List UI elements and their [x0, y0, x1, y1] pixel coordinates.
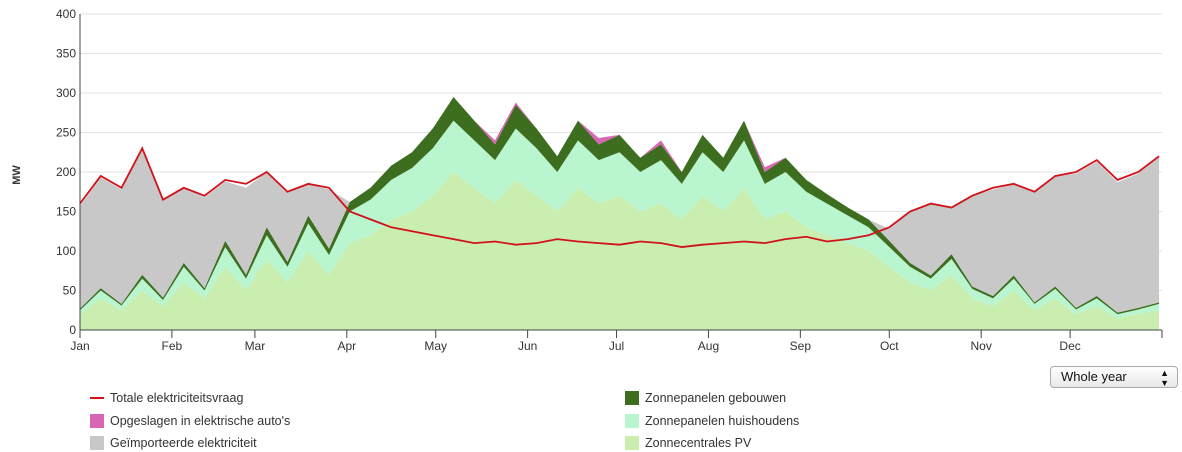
x-tick-label: Jun	[518, 339, 537, 353]
y-axis-label: MW	[11, 165, 23, 185]
x-tick-label: Feb	[162, 339, 183, 353]
x-tick-label: Mar	[245, 339, 266, 353]
y-tick-label: 0	[69, 323, 76, 337]
legend-swatch	[625, 414, 639, 428]
legend-swatch	[90, 436, 104, 450]
x-tick-label: Oct	[880, 339, 899, 353]
legend-swatch	[625, 436, 639, 450]
x-tick-label: Dec	[1059, 339, 1080, 353]
y-tick-label: 100	[56, 244, 76, 258]
x-tick-label: Sep	[790, 339, 812, 353]
x-tick-label: Aug	[698, 339, 719, 353]
y-tick-label: 150	[56, 205, 76, 219]
legend-label: Geïmporteerde elektriciteit	[110, 436, 257, 450]
x-tick-label: Nov	[971, 339, 992, 353]
legend-label: Zonnepanelen gebouwen	[645, 391, 786, 405]
x-tick-label: Jan	[70, 339, 89, 353]
area	[80, 172, 1160, 330]
area	[80, 96, 1160, 313]
legend-swatch	[90, 414, 104, 428]
x-tick-label: Apr	[337, 339, 356, 353]
period-select[interactable]: Whole year ▲ ▼	[1050, 366, 1178, 388]
select-arrow: ▲ ▼	[1160, 368, 1169, 388]
y-tick-label: 200	[56, 165, 76, 179]
legend-label: Totale elektriciteitsvraag	[110, 391, 243, 405]
legend-swatch	[625, 391, 639, 405]
legend-label: Zonnepanelen huishoudens	[645, 414, 799, 428]
x-tick-label: May	[424, 339, 447, 353]
y-tick-label: 400	[56, 7, 76, 21]
y-tick-label: 50	[63, 284, 77, 298]
line	[79, 146, 1160, 248]
y-tick-label: 300	[56, 86, 76, 100]
legend-label: Opgeslagen in elektrische auto's	[110, 414, 290, 428]
y-tick-label: 250	[56, 126, 76, 140]
y-tick-label: 350	[56, 47, 76, 61]
area	[80, 120, 1160, 319]
legend-label: Zonnecentrales PV	[645, 436, 752, 450]
period-select-label: Whole year	[1061, 369, 1127, 384]
legend: Zonnecentrales PV Zonnepanelen huishouden…	[90, 391, 799, 450]
x-tick-label: Jul	[609, 339, 624, 353]
area	[80, 96, 1160, 315]
